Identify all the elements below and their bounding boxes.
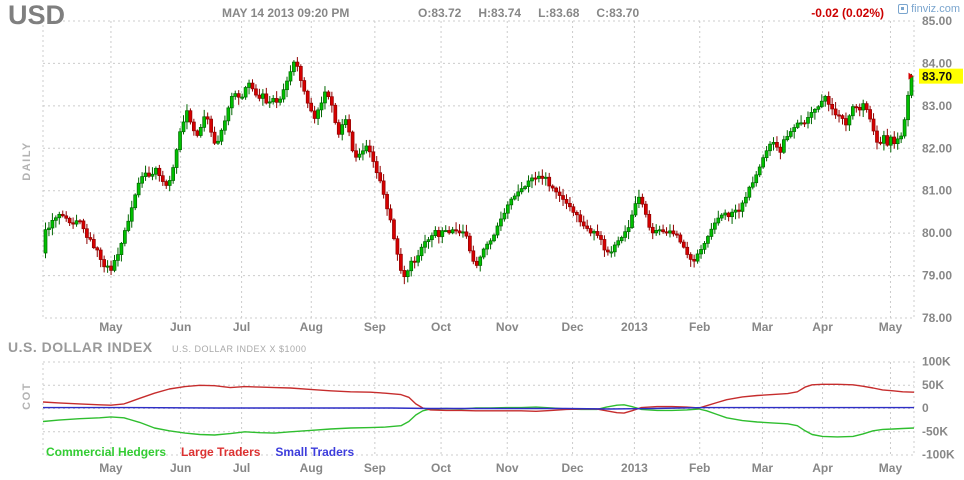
svg-text:Oct: Oct <box>431 320 451 334</box>
svg-text:Jul: Jul <box>233 320 250 334</box>
svg-text:0: 0 <box>922 401 929 415</box>
svg-text:Dec: Dec <box>562 320 584 334</box>
svg-text:83.00: 83.00 <box>922 99 952 113</box>
svg-text:-100K: -100K <box>922 448 955 462</box>
svg-text:Apr: Apr <box>812 461 833 475</box>
finviz-logo-icon <box>898 4 909 14</box>
ticker-symbol: USD <box>8 0 66 30</box>
svg-text:83.70: 83.70 <box>922 70 952 84</box>
svg-text:May: May <box>879 461 903 475</box>
timeframe-label: DAILY <box>21 141 33 181</box>
cot-line-series <box>42 383 915 438</box>
svg-text:Aug: Aug <box>300 320 323 334</box>
svg-text:May: May <box>99 320 123 334</box>
cot-section-title: U.S. DOLLAR INDEX <box>8 339 153 355</box>
ohlc-readout: O:83.72 H:83.74 L:83.68 C:83.70 <box>418 6 639 20</box>
ohlc-close: C:83.70 <box>596 6 640 20</box>
svg-text:Feb: Feb <box>689 461 710 475</box>
main-price-axis: 85.00 84.00 83.00 82.00 81.00 80.00 79.00 78.00… <box>908 14 963 325</box>
svg-text:81.00: 81.00 <box>922 184 952 198</box>
svg-text:Apr: Apr <box>812 320 833 334</box>
legend-commercial-hedgers: Commercial Hedgers <box>46 445 167 459</box>
svg-text:2013: 2013 <box>621 461 648 475</box>
svg-text:Dec: Dec <box>562 461 584 475</box>
svg-text:May: May <box>99 461 123 475</box>
svg-text:50K: 50K <box>922 378 944 392</box>
ohlc-high: H:83.74 <box>478 6 522 20</box>
svg-text:Nov: Nov <box>496 461 519 475</box>
last-price-marker <box>908 72 914 80</box>
svg-text:80.00: 80.00 <box>922 226 952 240</box>
svg-text:Aug: Aug <box>300 461 323 475</box>
svg-text:78.00: 78.00 <box>922 311 952 325</box>
cot-time-axis: May Jun Jul Aug Sep Oct Nov Dec 2013 Feb Mar Apr May <box>99 461 902 475</box>
svg-text:Jul: Jul <box>233 461 250 475</box>
main-time-axis: May Jun Jul Aug Sep Oct Nov Dec 2013 Feb Mar Apr May <box>99 320 902 334</box>
ohlc-open: O:83.72 <box>418 6 462 20</box>
svg-text:84.00: 84.00 <box>922 56 952 70</box>
price-change: -0.02 (0.02%) <box>811 6 884 20</box>
svg-text:79.00: 79.00 <box>922 269 952 283</box>
svg-text:Oct: Oct <box>431 461 451 475</box>
cot-series-small-traders <box>43 406 914 410</box>
finviz-watermark-link[interactable]: finviz.com <box>898 3 960 15</box>
candlestick-series <box>43 57 914 285</box>
finviz-watermark-text: finviz.com <box>911 3 960 15</box>
legend-small-traders: Small Traders <box>275 445 355 459</box>
cot-section-label: COT <box>21 382 33 410</box>
cot-value-axis: 100K 50K 0 -50K -100K <box>922 355 955 462</box>
svg-text:Mar: Mar <box>752 320 774 334</box>
svg-text:Mar: Mar <box>752 461 774 475</box>
quote-timestamp: MAY 14 2013 09:20 PM <box>222 6 350 20</box>
svg-text:2013: 2013 <box>621 320 648 334</box>
svg-text:-50K: -50K <box>922 424 948 438</box>
legend-large-traders: Large Traders <box>181 445 261 459</box>
svg-text:Nov: Nov <box>496 320 519 334</box>
cot-legend: Commercial Hedgers Large Traders Small T… <box>46 445 354 459</box>
svg-text:Feb: Feb <box>689 320 710 334</box>
svg-text:82.00: 82.00 <box>922 141 952 155</box>
cot-section-subtitle: U.S. DOLLAR INDEX X $1000 <box>172 344 307 354</box>
svg-text:Sep: Sep <box>364 461 386 475</box>
ohlc-low: L:83.68 <box>538 6 580 20</box>
svg-text:85.00: 85.00 <box>922 14 952 28</box>
cot-series-commercial-hedgers <box>42 404 915 438</box>
svg-text:May: May <box>879 320 903 334</box>
last-price-tag <box>919 68 963 84</box>
svg-text:Jun: Jun <box>170 320 191 334</box>
svg-text:100K: 100K <box>922 355 951 369</box>
svg-text:Jun: Jun <box>170 461 191 475</box>
svg-text:Sep: Sep <box>364 320 386 334</box>
cot-series-large-traders <box>42 383 915 414</box>
